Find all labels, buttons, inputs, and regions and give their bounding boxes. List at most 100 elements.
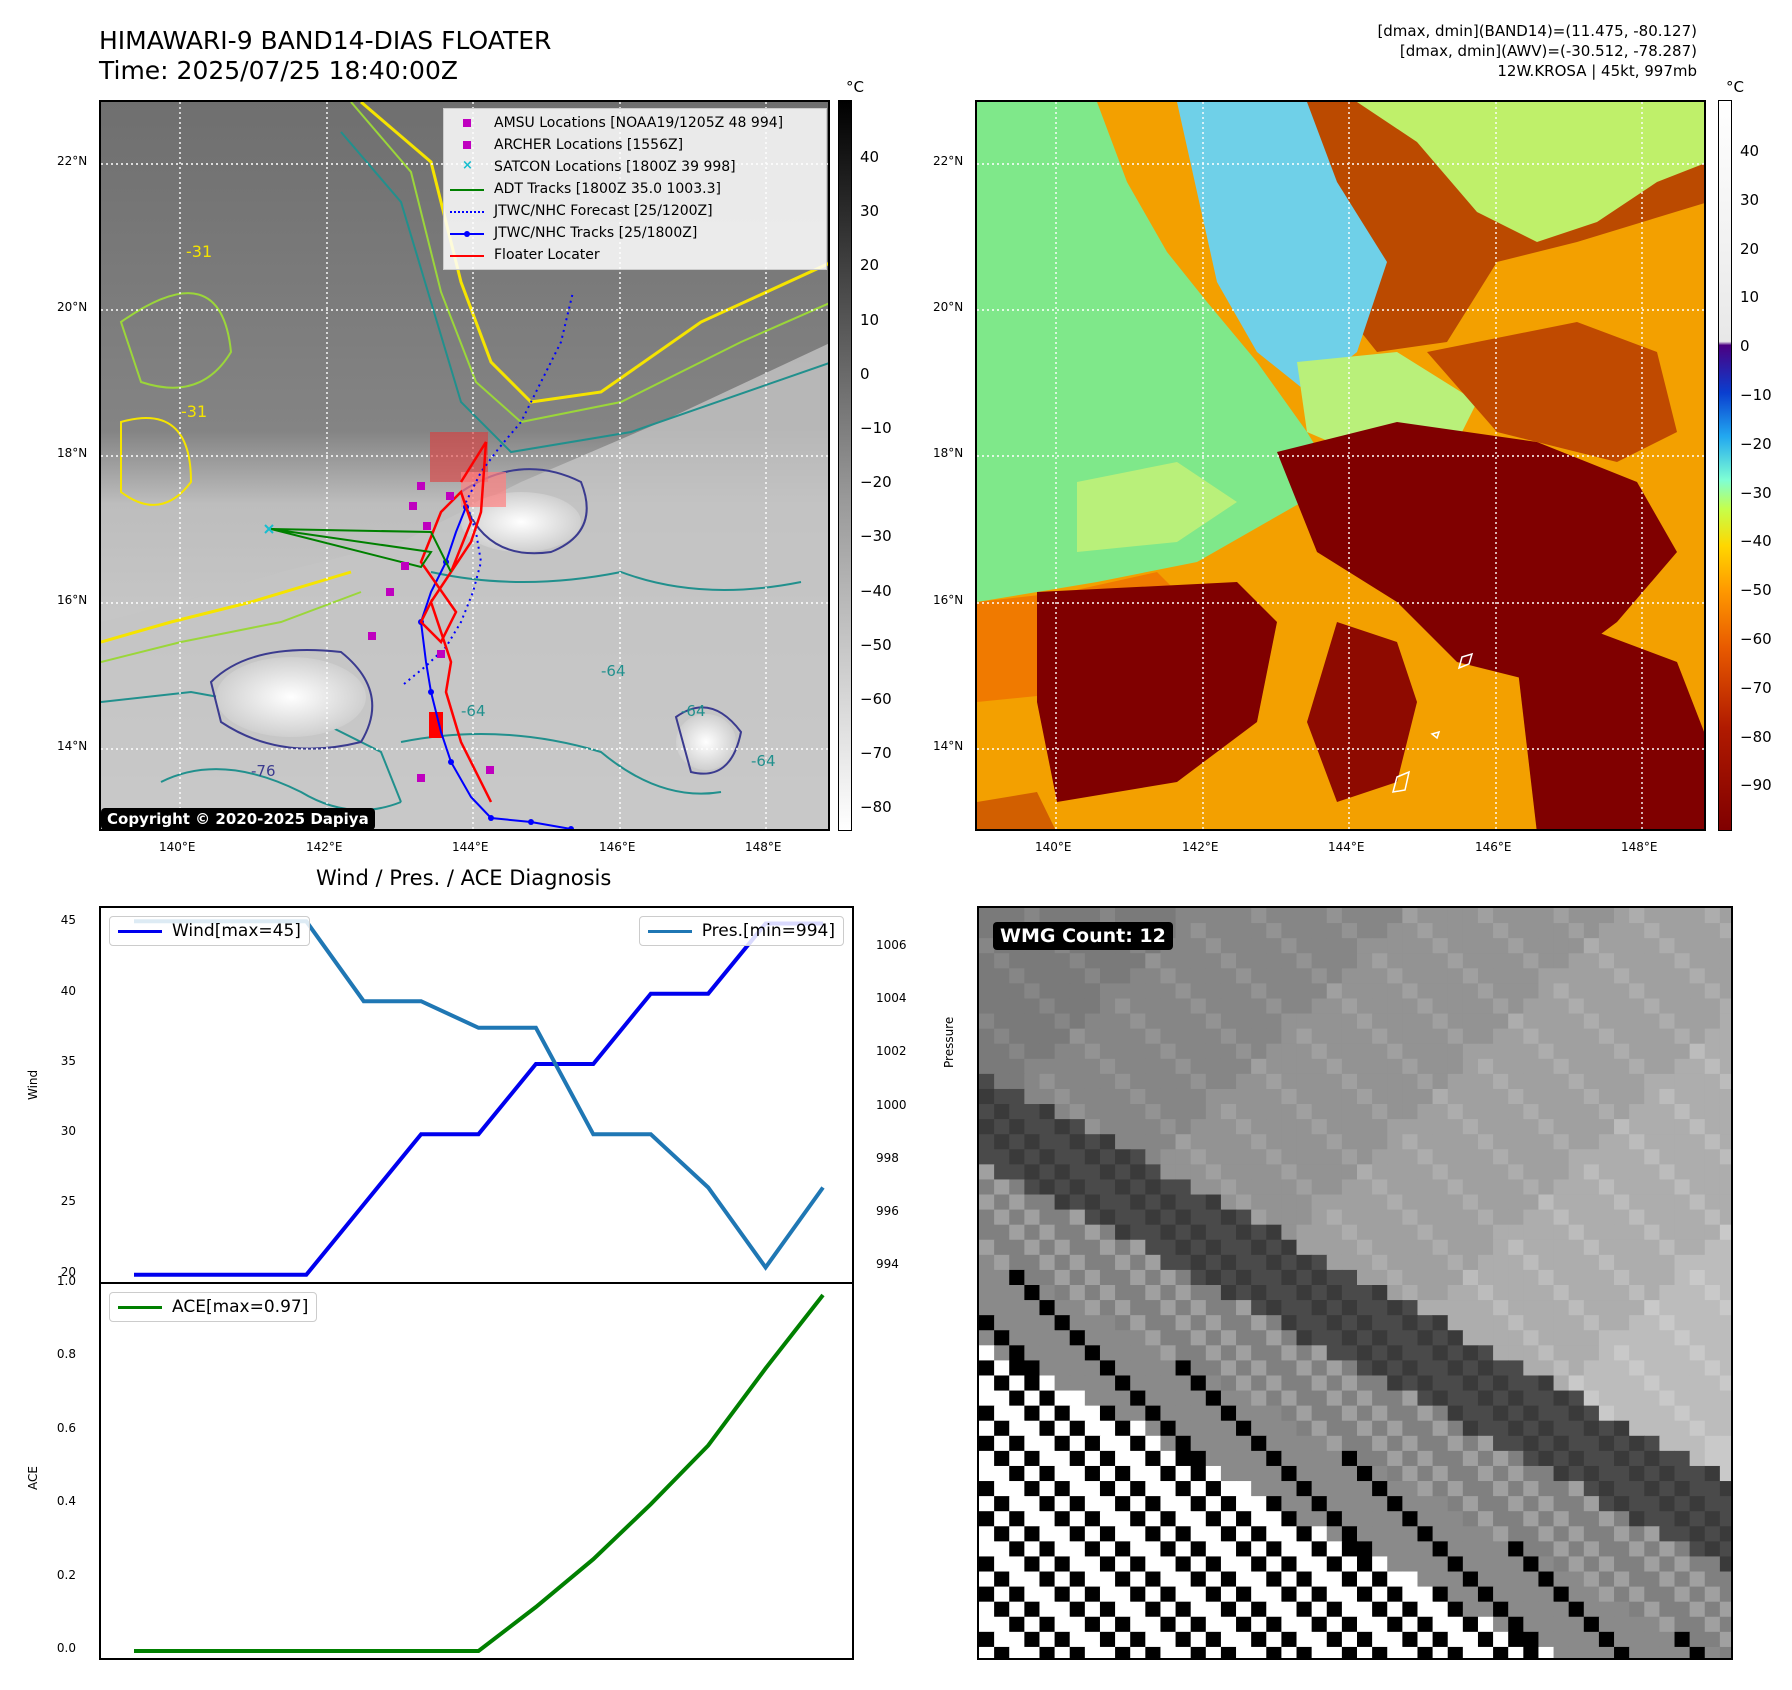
color-colorbar [1718,100,1732,831]
wind-legend: Wind[max=45] [109,916,310,946]
lon-label: 144°E [1328,840,1365,854]
color-ir-map-panel [975,100,1706,831]
lon-label: 148°E [1621,840,1658,854]
ir-map-panel: AMSU Locations [NOAA19/1205Z 48 994] ARC… [99,100,830,831]
contour-label: -64 [681,702,706,720]
pressure-series-line [134,919,825,1271]
legend-floater: Floater Locater [450,244,820,266]
colorbar-tick-label: 0 [860,364,870,383]
contour-label: -76 [251,762,276,780]
colorbar-tick-label: −30 [860,527,892,546]
line-icon [450,184,484,194]
legend-adt: ADT Tracks [1800Z 35.0 1003.3] [450,178,820,200]
color-ir-map-image [977,102,1704,829]
legend-jtwc-tracks: JTWC/NHC Tracks [25/1800Z] [450,222,820,244]
wind-series-line [134,921,823,1277]
axis-tick-label: 1006 [876,937,907,952]
colorbar-tick-label: −40 [1740,532,1772,551]
axis-tick-label: 0.2 [56,1567,76,1582]
colorbar-tick-label: 30 [860,202,880,221]
axis-tick-label: 1002 [876,1044,907,1059]
copyright-badge: Copyright © 2020-2025 Dapiya [101,808,375,829]
axis-tick-label: 1000 [876,1097,907,1112]
axis-tick-label: 0.8 [56,1347,76,1362]
lon-label: 140°E [159,840,196,854]
stats-band14: [dmax, dmin](BAND14)=(11.475, -80.127) [1377,22,1697,40]
wind-pres-plot [134,919,825,1277]
colorbar-tick-label: 20 [1740,239,1760,258]
lon-label: 146°E [1475,840,1512,854]
lon-label: 144°E [452,840,489,854]
lat-label: 16°N [57,593,88,607]
colorbar-tick-label: 10 [1740,288,1760,307]
square-marker-icon [450,118,484,128]
colorbar-tick-label: −50 [1740,581,1772,600]
stats-awv: [dmax, dmin](AWV)=(-30.512, -78.287) [1399,42,1697,60]
diagnosis-title: Wind / Pres. / ACE Diagnosis [316,866,612,890]
colorbar-tick-label: −10 [1740,386,1772,404]
colorbar-tick-label: −20 [1740,434,1772,453]
legend-jtwc-forecast: JTWC/NHC Forecast [25/1200Z] [450,200,820,222]
contour-label: -31 [181,402,208,421]
colorbar-tick-label: −30 [1740,483,1772,502]
colorbar-tick-label: 20 [860,256,880,275]
page-title: HIMAWARI-9 BAND14-DIAS FLOATER [99,26,552,55]
colorbar-tick-label: −10 [860,419,892,437]
pressure-axis-label: Pressure [942,1016,956,1068]
axis-tick-label: 30 [60,1124,76,1139]
ace-plot [134,1293,825,1653]
ace-axis-label: ACE [26,1466,40,1490]
axis-tick-label: 0.0 [56,1640,76,1655]
map-legend: AMSU Locations [NOAA19/1205Z 48 994] ARC… [443,108,827,270]
wmg-count-badge: WMG Count: 12 [993,922,1173,950]
colorbar-tick-label: −40 [860,581,892,600]
axis-tick-label: 0.4 [56,1494,76,1509]
colorbar-unit: °C [846,78,864,96]
colorbar-tick-label: 30 [1740,190,1760,209]
legend-amsu: AMSU Locations [NOAA19/1205Z 48 994] [450,112,820,134]
colorbar-tick-label: 0 [1740,337,1750,356]
lat-label: 18°N [57,446,88,460]
wind-axis-label: Wind [26,1069,40,1100]
contour-label: -31 [186,242,213,261]
gray-colorbar [838,100,852,831]
lon-label: 142°E [1182,840,1219,854]
contour-label: -64 [601,662,626,680]
axis-tick-label: 35 [60,1053,76,1068]
lon-label: 140°E [1035,840,1072,854]
line-icon [647,926,692,936]
lat-label: 20°N [57,300,88,314]
wmg-image [979,908,1731,1658]
line-icon [118,1302,162,1312]
colorbar-tick-label: −60 [1740,630,1772,648]
ace-series-line [134,1293,825,1653]
lat-label: 16°N [933,593,964,607]
axis-tick-label: 20 [60,1264,76,1279]
line-dot-icon [450,228,484,238]
colorbar-tick-label: −70 [860,744,892,763]
wmg-panel: WMG Count: 12 [977,906,1733,1660]
axis-tick-label: 0.6 [56,1420,76,1435]
colorbar-tick-label: 40 [1740,142,1760,160]
colorbar-tick-label: 10 [860,310,880,329]
lat-label: 14°N [57,739,88,753]
lon-label: 142°E [306,840,343,854]
colorbar-tick-label: −80 [1740,727,1772,746]
lon-label: 146°E [599,840,636,854]
colorbar-tick-label: −80 [860,798,892,817]
legend-satcon: × SATCON Locations [1800Z 39 998] [450,156,820,178]
pressure-legend: Pres.[min=994] [638,916,844,946]
page-subtitle-time: Time: 2025/07/25 18:40:00Z [99,56,458,85]
axis-tick-label: 996 [876,1204,899,1219]
ace-chart: ACE[max=0.97] [99,1282,854,1660]
axis-tick-label: 45 [60,913,76,928]
axis-tick-label: 998 [876,1150,899,1165]
lat-label: 20°N [933,300,964,314]
square-marker-icon [450,140,484,150]
line-icon [450,250,484,260]
lat-label: 22°N [933,154,964,168]
colorbar-unit: °C [1726,78,1744,96]
legend-archer: ARCHER Locations [1556Z] [450,134,820,156]
axis-tick-label: 25 [60,1194,76,1209]
lon-label: 148°E [745,840,782,854]
